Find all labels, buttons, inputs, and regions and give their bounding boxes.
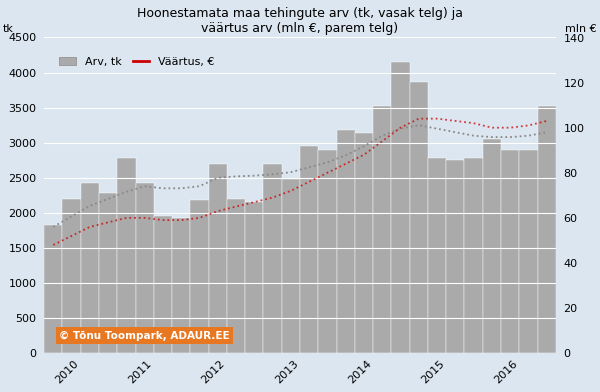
Bar [446, 160, 464, 353]
Title: Hoonestamata maa tehingute arv (tk, vasak telg) ja
väärtus arv (mln €, parem tel: Hoonestamata maa tehingute arv (tk, vasa… [137, 7, 463, 35]
Bar [154, 216, 172, 353]
Bar [483, 139, 501, 353]
Bar [464, 158, 483, 353]
Bar [538, 106, 556, 353]
Bar [410, 82, 428, 353]
Text: tk: tk [3, 24, 14, 34]
Bar [99, 193, 117, 353]
Bar [337, 130, 355, 353]
Bar [245, 202, 263, 353]
Bar [172, 218, 190, 353]
Bar [44, 225, 62, 353]
Bar [227, 199, 245, 353]
Bar [190, 200, 209, 353]
Bar [300, 146, 318, 353]
Text: mln €: mln € [565, 24, 597, 34]
Bar [136, 183, 154, 353]
Bar [501, 150, 520, 353]
Bar [373, 106, 391, 353]
Bar [263, 164, 282, 353]
Bar [80, 183, 99, 353]
Bar [62, 199, 80, 353]
Bar [428, 158, 446, 353]
Bar [117, 158, 136, 353]
Legend: Arv, tk, Väärtus, €: Arv, tk, Väärtus, € [55, 53, 219, 71]
Bar [391, 62, 410, 353]
Bar [209, 164, 227, 353]
Bar [282, 179, 300, 353]
Bar [520, 151, 538, 353]
Text: © Tõnu Toompark, ADAUR.EE: © Tõnu Toompark, ADAUR.EE [59, 330, 230, 341]
Bar [318, 150, 337, 353]
Bar [355, 133, 373, 353]
